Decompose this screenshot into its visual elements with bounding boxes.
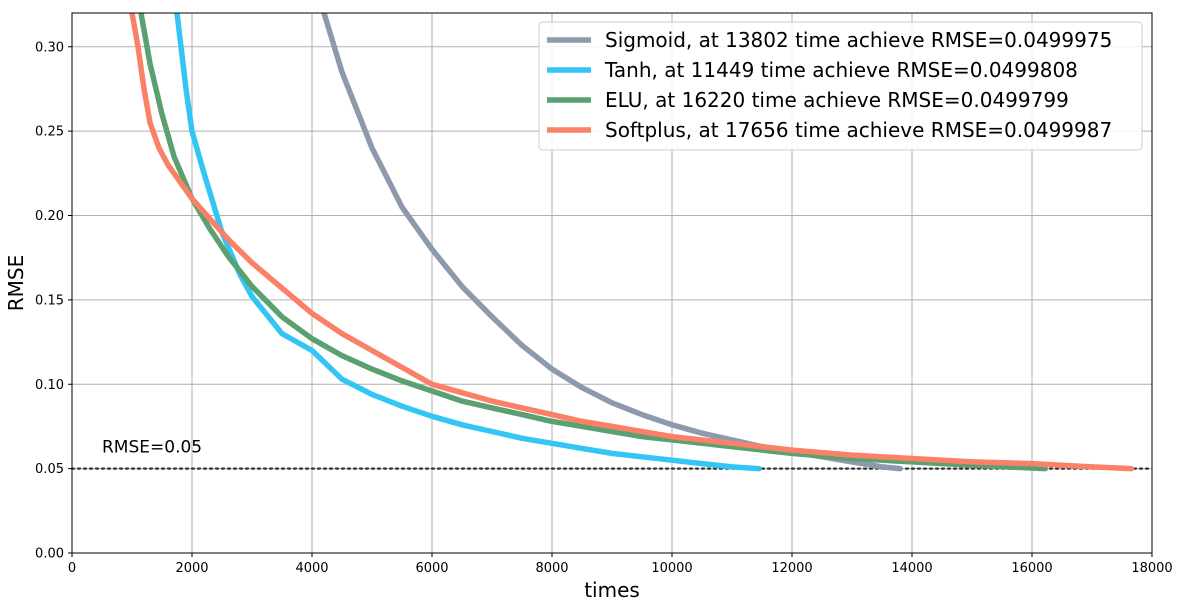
x-axis-ticks: 0 2000 4000 6000 8000 10000 12000 14000 16000 180… bbox=[68, 553, 1173, 576]
legend-label-3: Softplus, at 17656 time achieve RMSE=0.0… bbox=[605, 118, 1112, 142]
legend-label-1: Tanh, at 11449 time achieve RMSE=0.04998… bbox=[604, 58, 1078, 82]
legend: Sigmoid, at 13802 time achieve RMSE=0.04… bbox=[538, 21, 1143, 151]
y-tick-label-4: 0.20 bbox=[35, 209, 64, 224]
series-group bbox=[129, 13, 1135, 472]
x-tick-label-6: 12000 bbox=[771, 561, 812, 576]
x-tick-label-0: 0 bbox=[68, 561, 76, 576]
y-tick-label-0: 0.00 bbox=[35, 547, 64, 562]
series-line-2 bbox=[138, 13, 1048, 472]
legend-label-2: ELU, at 16220 time achieve RMSE=0.049979… bbox=[605, 88, 1069, 112]
threshold-label: RMSE=0.05 bbox=[102, 438, 202, 458]
x-tick-label-5: 10000 bbox=[651, 561, 692, 576]
x-tick-label-9: 18000 bbox=[1131, 561, 1172, 576]
x-tick-label-8: 16000 bbox=[1011, 561, 1052, 576]
x-axis-label: times bbox=[584, 578, 640, 600]
plot-frame bbox=[71, 12, 1153, 554]
threshold-line-group: RMSE=0.05 bbox=[70, 438, 1154, 470]
y-tick-label-6: 0.30 bbox=[35, 40, 64, 55]
y-axis-ticks: 0.00 0.05 0.10 0.15 0.20 0.25 0.30 bbox=[35, 40, 72, 562]
y-tick-label-1: 0.05 bbox=[35, 462, 64, 477]
y-axis-label: RMSE bbox=[4, 255, 28, 311]
series-line-3 bbox=[129, 13, 1135, 472]
y-tick-label-5: 0.25 bbox=[35, 125, 64, 140]
x-tick-label-7: 14000 bbox=[891, 561, 932, 576]
x-tick-label-1: 2000 bbox=[175, 561, 208, 576]
y-tick-label-2: 0.10 bbox=[35, 378, 64, 393]
series-line-1 bbox=[174, 13, 762, 472]
x-tick-label-3: 6000 bbox=[415, 561, 448, 576]
y-tick-label-3: 0.15 bbox=[35, 293, 64, 308]
x-tick-label-2: 4000 bbox=[295, 561, 328, 576]
legend-label-0: Sigmoid, at 13802 time achieve RMSE=0.04… bbox=[605, 28, 1112, 52]
x-tick-label-4: 8000 bbox=[535, 561, 568, 576]
legend-frame bbox=[538, 21, 1143, 151]
